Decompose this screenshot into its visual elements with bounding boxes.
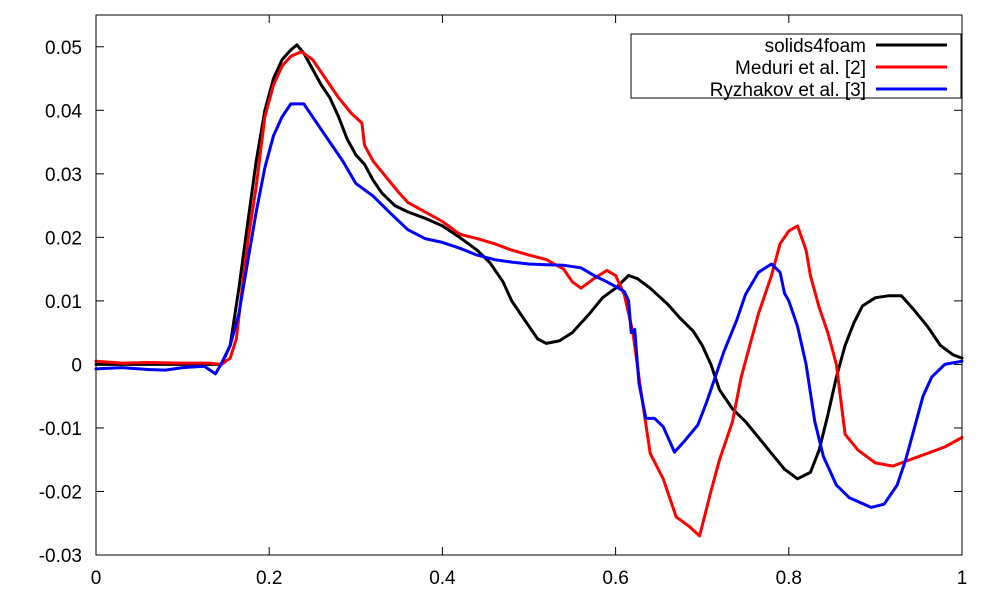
y-tick-label: 0.01 [45, 292, 82, 313]
y-tick-label: 0.02 [45, 228, 82, 249]
y-tick-label: 0 [71, 355, 82, 376]
y-tick-label: -0.02 [39, 482, 82, 503]
y-tick-label: -0.03 [39, 546, 82, 567]
series-line-1 [94, 50, 964, 538]
x-tick-label: 1 [957, 568, 968, 589]
x-tick-label: 0.4 [429, 568, 456, 589]
series-line-2 [94, 102, 964, 509]
legend-label: solids4foam [765, 36, 866, 57]
y-tick-label: 0.03 [45, 165, 82, 186]
x-tick-label: 0.8 [776, 568, 802, 589]
ticks-layer: 0 0.2 0.4 0.6 0.8 1 -0.03 -0.02 -0.01 0 0.01 0.02 0.… [39, 15, 968, 589]
y-tick-label: -0.01 [39, 419, 82, 440]
legend-label: Meduri et al. [2] [735, 58, 866, 79]
series-layer [94, 43, 964, 538]
legend-label: Ryzhakov et al. [3] [710, 80, 866, 101]
y-tick-label: 0.05 [45, 38, 82, 59]
x-tick-label: 0.6 [602, 568, 628, 589]
x-tick-label: 0.2 [256, 568, 282, 589]
series-line-0 [94, 43, 964, 481]
plot-frame [95, 14, 963, 556]
y-tick-label: 0.04 [45, 101, 82, 122]
x-tick-label: 0 [91, 568, 102, 589]
